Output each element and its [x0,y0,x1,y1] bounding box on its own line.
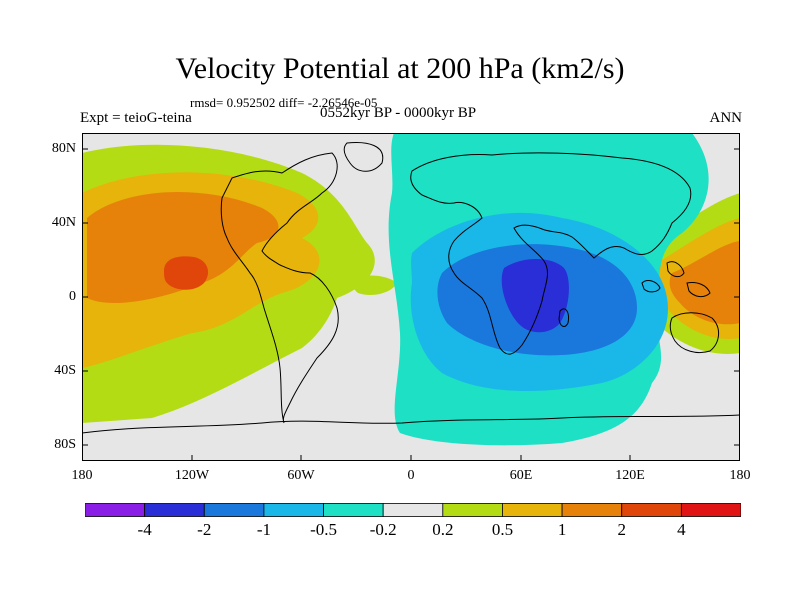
lon-tick-label: 120W [174,468,210,483]
colorbar-tick-label: -4 [137,520,152,539]
lon-tick-label: 120E [615,468,645,483]
colorbar-swatch [203,503,265,517]
coastlines [82,142,740,434]
lat-tick-label: 40S [54,363,76,378]
lat-tick-label: 80N [51,141,76,156]
colorbar-tick-label: 0.2 [432,520,454,539]
lat-tick-label: 80S [54,437,76,452]
season-label: ANN [709,110,743,126]
stats-label: rmsd= 0.952502 diff= -2.26546e-05 [190,95,378,110]
lat-tick-label: 40N [51,215,76,230]
colorbar-swatch [621,503,682,517]
lon-tick-label: 60W [287,468,315,483]
colorbar-tick-label: 1 [557,520,567,539]
colorbar-swatch [680,503,741,517]
colorbar-swatch [144,503,205,517]
lon-tick-label: 0 [407,468,415,483]
colorbar-swatch [382,503,444,517]
lat-tick-label: 0 [69,289,76,304]
contour-pos-east-strong [669,241,740,325]
colorbar [85,503,741,517]
colorbar-tick-label: 2 [617,520,626,539]
colorbar-tick-label: 0.5 [491,520,514,539]
colorbar-tick-label: -0.5 [310,520,337,539]
contour-pos-strong [87,191,279,303]
colorbar-swatch [442,503,503,517]
lon-tick-label: 180 [71,468,93,483]
map-panel [82,133,740,461]
colorbar-swatch [85,503,146,517]
colorbar-swatch [561,503,623,517]
colorbar-tick-label: -2 [197,520,212,539]
colorbar-tick-label: 4 [677,520,686,539]
contour-pos-patch [351,275,397,295]
experiment-label: Expt = teioG-teina [80,110,192,126]
contour-pos-peak [164,256,209,290]
colorbar-swatch [323,503,384,517]
map-title: Velocity Potential at 200 hPa (km2/s) [175,52,625,85]
colorbar-swatch [502,503,563,517]
colorbar-tick-label: -0.2 [369,520,397,539]
lon-tick-label: 60E [509,468,533,483]
period-label: 0552kyr BP - 0000kyr BP [320,105,477,121]
contour-neg-peak [501,259,569,333]
colorbar-tick-label: -1 [256,520,271,539]
lon-tick-label: 180 [729,468,751,483]
colorbar-swatch [263,503,324,517]
